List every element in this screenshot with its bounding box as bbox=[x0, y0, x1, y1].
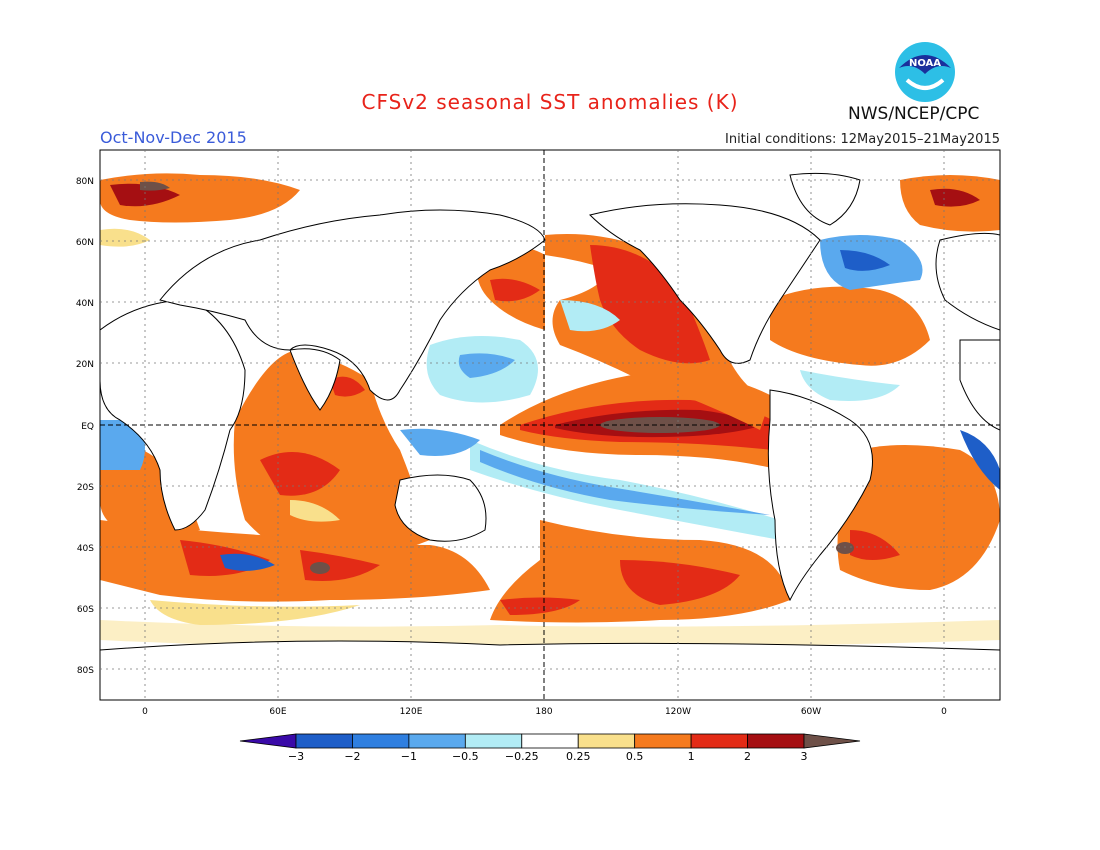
gridlines bbox=[100, 150, 1000, 700]
agency-label: NWS/NCEP/CPC bbox=[848, 104, 980, 124]
colorbar-swatch bbox=[634, 733, 692, 749]
colorbar-swatch bbox=[577, 733, 636, 749]
lat-label: 40N bbox=[76, 299, 94, 309]
colorbar-label: 2 bbox=[744, 750, 751, 763]
noaa-logo: NOAA bbox=[895, 42, 955, 102]
lon-label: 60W bbox=[801, 707, 821, 717]
lat-label: 60N bbox=[76, 238, 94, 248]
lon-label: 120W bbox=[665, 707, 691, 717]
colorbar-swatch bbox=[521, 733, 579, 749]
colorbar-label: 3 bbox=[801, 750, 808, 763]
lat-label: EQ bbox=[81, 422, 94, 432]
lat-label: 80S bbox=[77, 666, 94, 676]
lon-label: 0 bbox=[941, 707, 947, 717]
colorbar-label: 1 bbox=[688, 750, 695, 763]
colorbar-arrow-high bbox=[803, 733, 861, 749]
lat-label: 60S bbox=[77, 605, 94, 615]
colorbar-label: −0.5 bbox=[452, 750, 479, 763]
colorbar-label: −2 bbox=[344, 750, 360, 763]
noaa-logo-text: NOAA bbox=[909, 58, 941, 69]
colorbar: −3 −2 −1 −0.5 −0.25 0.25 0.5 1 2 3 bbox=[239, 733, 861, 763]
lat-label: 40S bbox=[77, 544, 94, 554]
colorbar-label: −3 bbox=[288, 750, 304, 763]
lat-label: 80N bbox=[76, 177, 94, 187]
colorbar-swatch bbox=[295, 733, 353, 749]
colorbar-swatch bbox=[747, 733, 805, 749]
colorbar-label: 0.5 bbox=[626, 750, 644, 763]
map-title: CFSv2 seasonal SST anomalies (K) bbox=[361, 90, 739, 114]
colorbar-swatch bbox=[690, 733, 748, 749]
lat-label: 20S bbox=[77, 483, 94, 493]
lon-label: 120E bbox=[400, 707, 423, 717]
initial-conditions-label: Initial conditions: 12May2015–21May2015 bbox=[725, 132, 1000, 147]
lon-label: 180 bbox=[535, 707, 552, 717]
season-label: Oct-Nov-Dec 2015 bbox=[100, 128, 247, 147]
colorbar-swatch bbox=[408, 733, 466, 749]
lat-label: 20N bbox=[76, 360, 94, 370]
colorbar-label: −1 bbox=[401, 750, 417, 763]
colorbar-label: −0.25 bbox=[505, 750, 539, 763]
lon-label: 0 bbox=[142, 707, 148, 717]
lon-label: 60E bbox=[269, 707, 286, 717]
colorbar-label: 0.25 bbox=[566, 750, 591, 763]
colorbar-arrow-low bbox=[239, 733, 297, 749]
colorbar-swatch bbox=[352, 733, 410, 749]
colorbar-swatch bbox=[464, 733, 523, 749]
